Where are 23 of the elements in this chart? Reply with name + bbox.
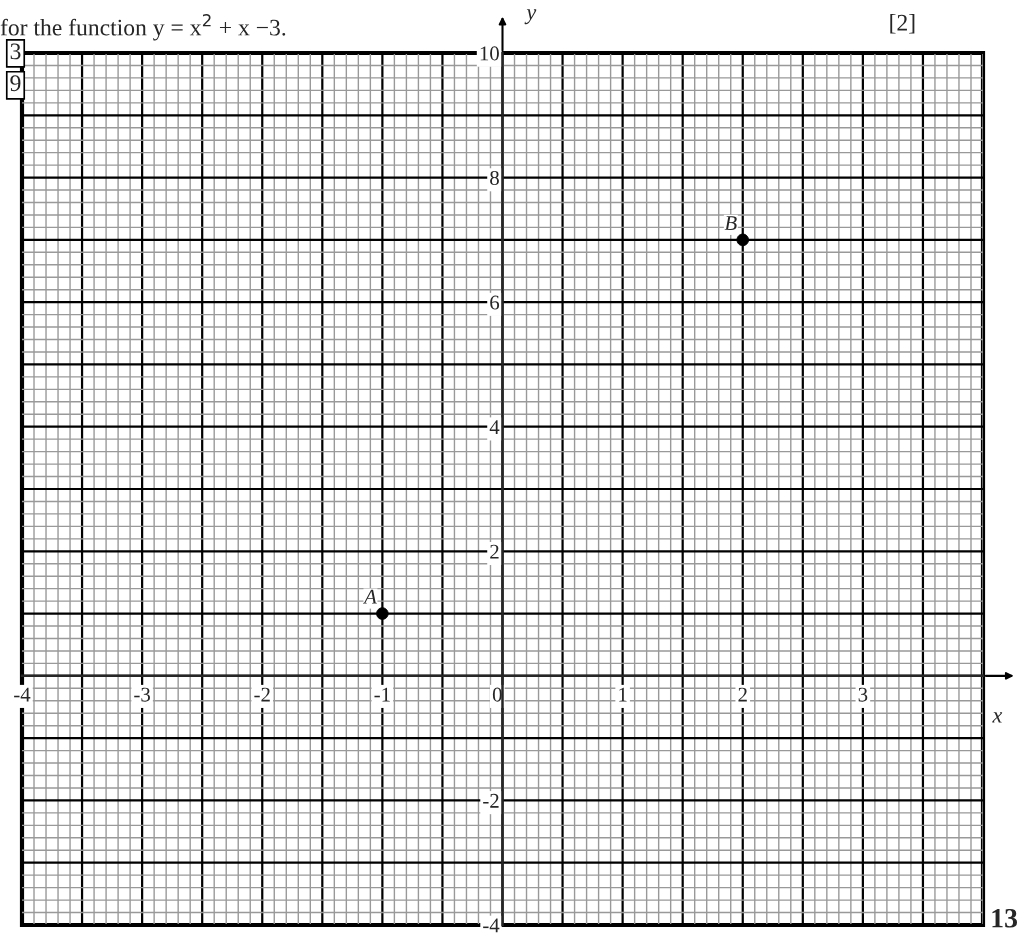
chart-title: for the function y = x$^{2}$ + x −3. [0,14,286,41]
text: 9 [10,75,21,92]
y-tick-label: -2 [483,793,499,808]
text: [2] [890,14,915,34]
y-tick-label: 2 [490,544,499,559]
x-tick-label: -1 [374,687,390,702]
y-tick-label: -4 [483,918,500,933]
text: 13 [992,908,1018,928]
y-tick-label: 8 [490,170,499,185]
x-tick-label: 2 [738,687,747,702]
x-tick-label: 3 [858,687,868,702]
annotation: B [724,216,737,230]
y-axis-title: y [524,9,537,25]
annotation: A [362,589,377,604]
y-tick-label: 6 [490,295,500,310]
x-tick-label: 1 [619,687,627,702]
y-tick-label: 4 [489,420,500,434]
x-axis-title: x [992,712,1003,723]
text: 3 [10,43,21,60]
x-tick-label: -4 [14,687,31,702]
x-tick-label: -3 [134,687,150,702]
y-tick-label: 10 [480,46,499,61]
x-tick-label: -2 [254,687,270,702]
